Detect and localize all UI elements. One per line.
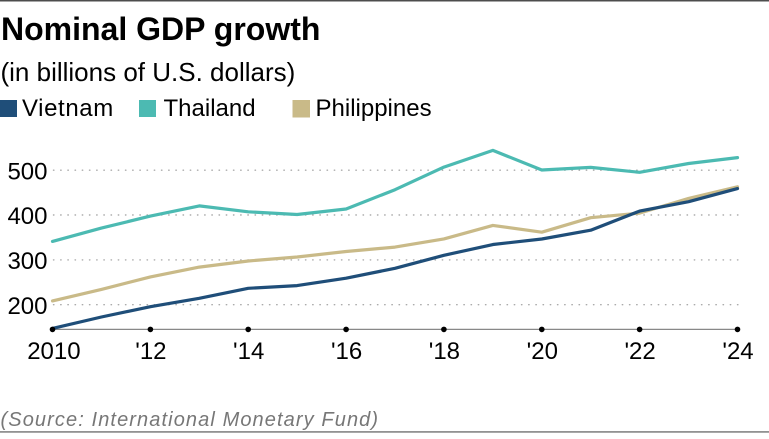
svg-text:Thailand: Thailand (164, 95, 256, 122)
svg-text:'12: '12 (135, 338, 166, 365)
svg-text:2010: 2010 (27, 338, 80, 365)
svg-text:Nominal GDP growth: Nominal GDP growth (1, 11, 320, 47)
svg-text:'20: '20 (527, 338, 558, 365)
svg-text:400: 400 (7, 203, 47, 230)
svg-text:'14: '14 (233, 338, 264, 365)
svg-text:Philippines: Philippines (316, 95, 432, 122)
svg-text:'16: '16 (331, 338, 362, 365)
svg-text:500: 500 (7, 158, 47, 185)
svg-text:'18: '18 (429, 338, 460, 365)
svg-text:Vietnam: Vietnam (22, 95, 114, 122)
svg-text:(Source: International Monetar: (Source: International Monetary Fund) (1, 409, 380, 431)
svg-text:200: 200 (7, 293, 47, 320)
svg-text:'24: '24 (722, 338, 753, 365)
svg-text:'22: '22 (624, 338, 655, 365)
svg-text:300: 300 (7, 248, 47, 275)
svg-text:(in billions of U.S. dollars): (in billions of U.S. dollars) (1, 57, 296, 87)
